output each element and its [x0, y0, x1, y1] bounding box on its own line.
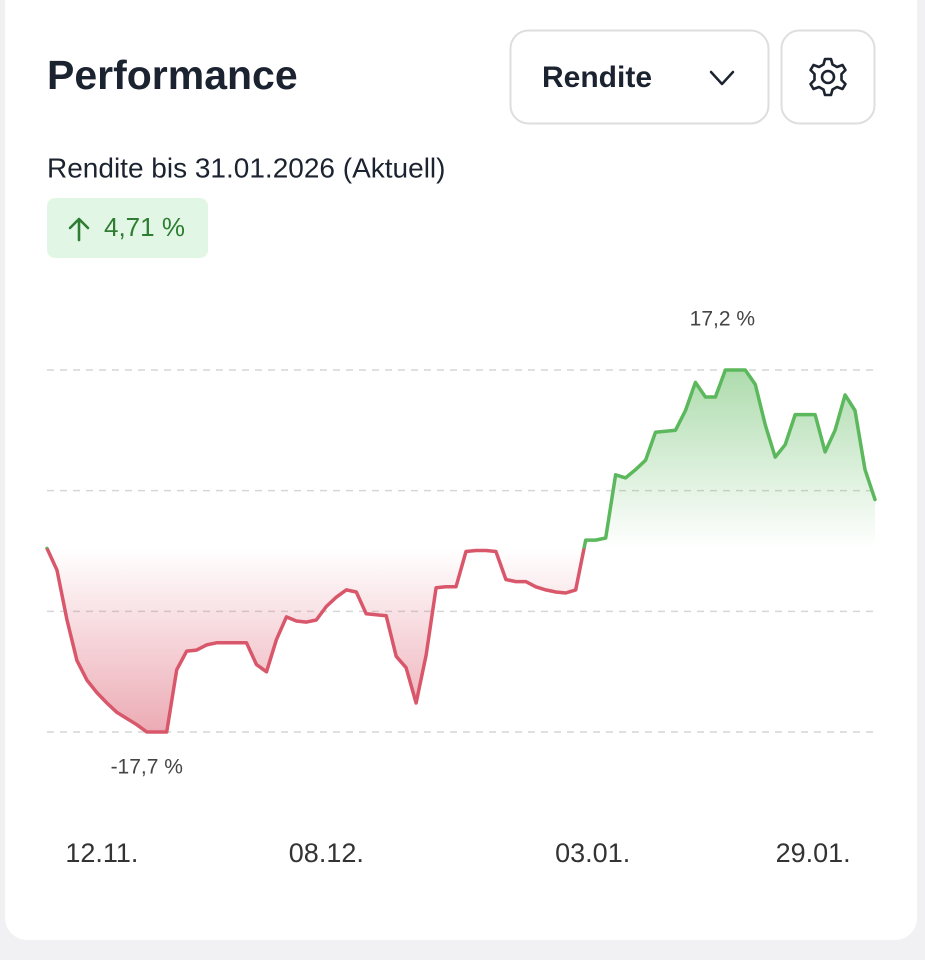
x-tick-label: 12.11. [65, 838, 138, 868]
settings-frame[interactable] [780, 29, 876, 125]
line [45, 368, 877, 734]
x-tick-label: 03.01. [555, 838, 630, 868]
chevron-icon[interactable] [709, 70, 735, 86]
area [47, 370, 875, 732]
gear-icon[interactable] [809, 57, 847, 97]
up-arrow-icon [68, 217, 90, 242]
summary-label: Rendite bis 31.01.2026 (Aktuell) [47, 152, 445, 183]
x-tick-label: 29.01. [776, 838, 851, 868]
dropdown-button[interactable]: Rendite [509, 29, 770, 125]
x-tick-label: 08.12. [289, 838, 364, 868]
change-value: 4,71 % [104, 212, 185, 242]
card-title: Performance [47, 52, 298, 98]
max-annotation: 17,2 % [690, 308, 755, 331]
change-badge [47, 198, 208, 258]
min-annotation: -17,7 % [111, 756, 183, 779]
dropdown-label[interactable]: Rendite [542, 61, 652, 94]
card [5, 0, 917, 940]
settings-button[interactable] [780, 29, 876, 125]
dropdown-frame[interactable] [509, 29, 770, 125]
